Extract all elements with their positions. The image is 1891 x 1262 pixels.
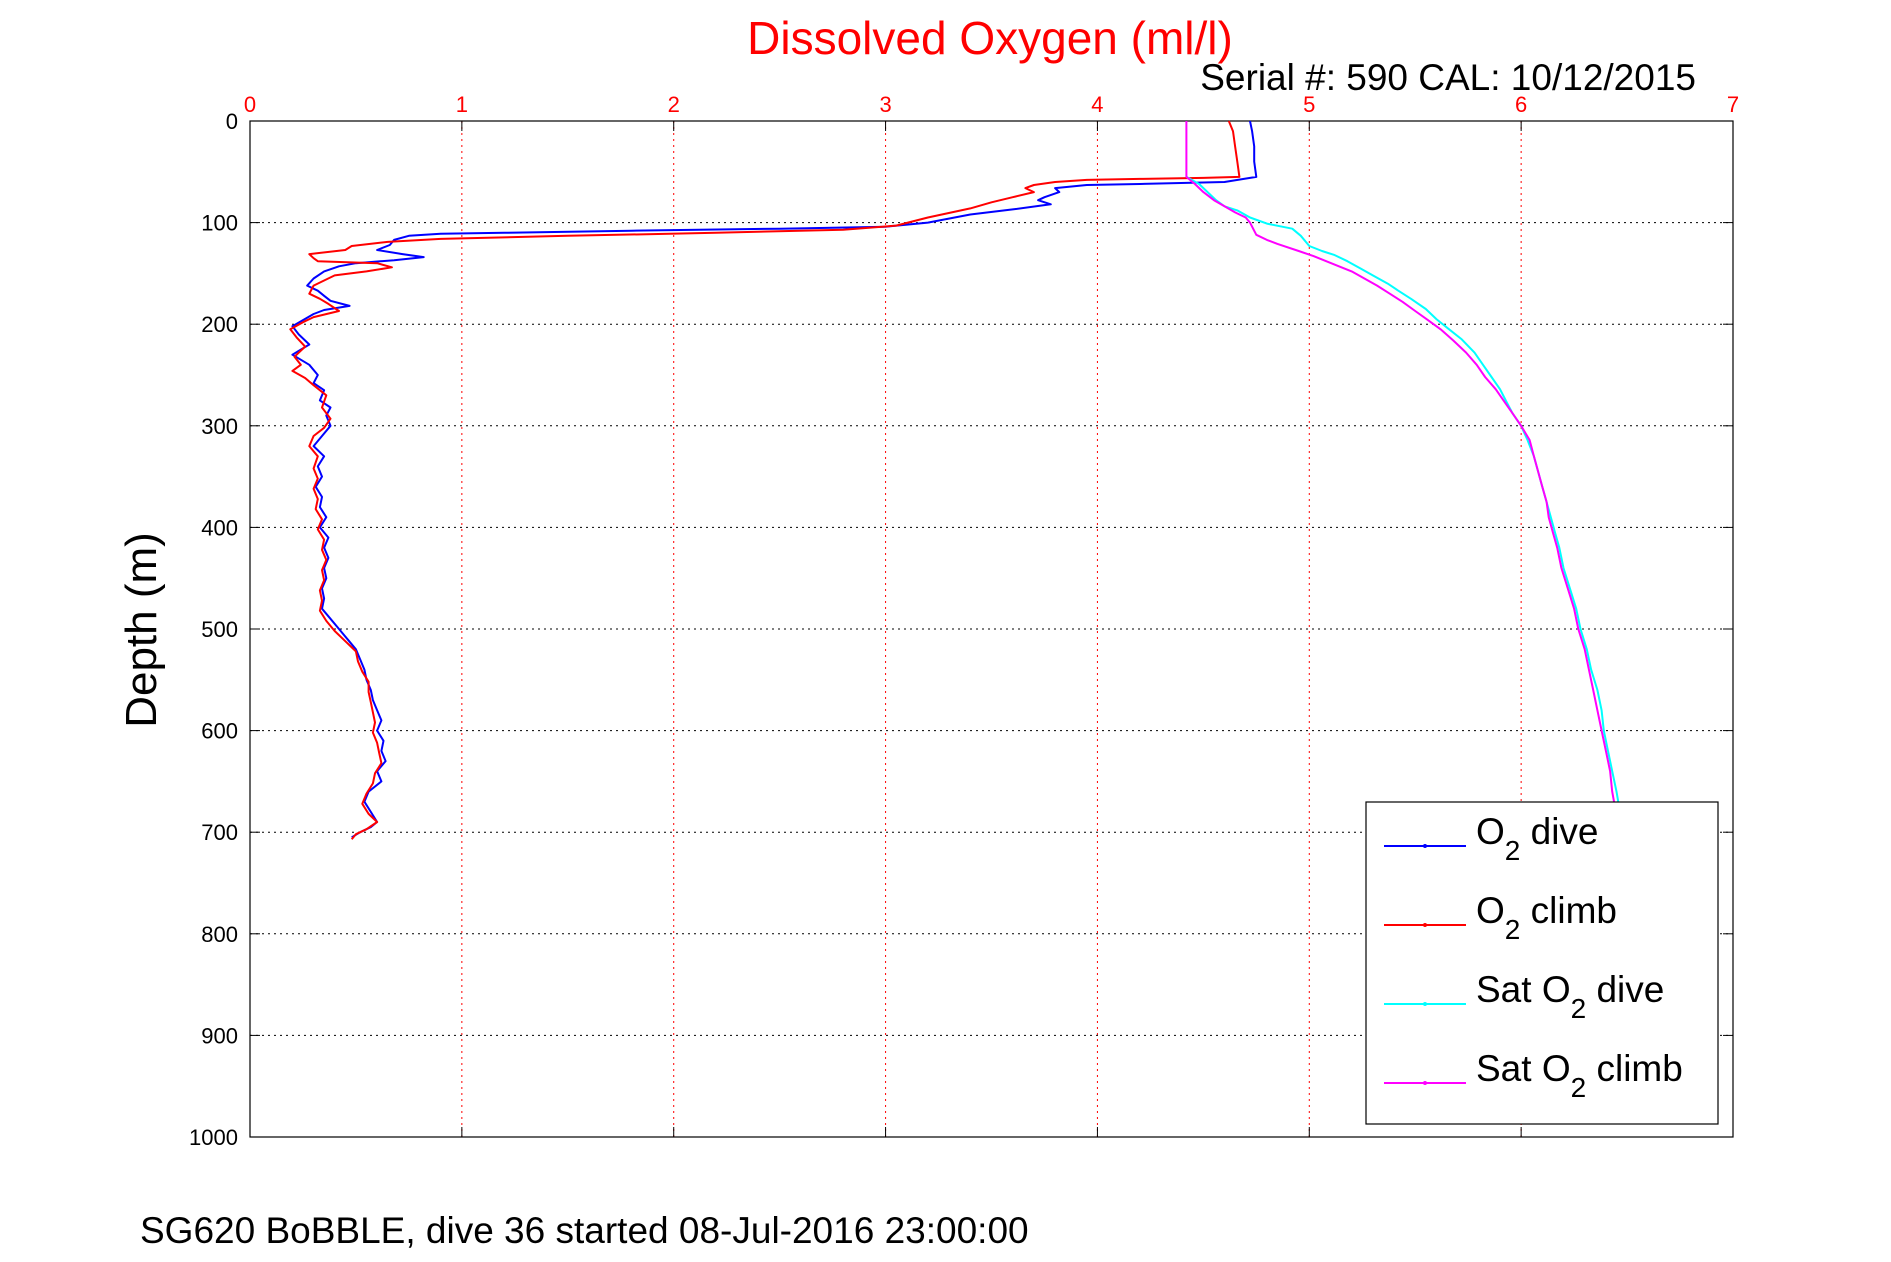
- x-tick-label: 0: [244, 92, 256, 117]
- legend-label: Sat O2 dive: [1476, 969, 1664, 1024]
- x-tick-label: 7: [1727, 92, 1739, 117]
- x-tick-label: 3: [879, 92, 891, 117]
- legend-marker: [1423, 1002, 1427, 1006]
- y-tick-label: 800: [201, 922, 238, 947]
- y-tick-label: 300: [201, 414, 238, 439]
- y-tick-label: 900: [201, 1023, 238, 1048]
- y-axis-label: Depth (m): [117, 532, 166, 728]
- x-tick-label: 6: [1515, 92, 1527, 117]
- x-tick-label: 5: [1303, 92, 1315, 117]
- series-line-4: [1185, 121, 1616, 804]
- x-tick-label: 2: [668, 92, 680, 117]
- legend-label: O2 dive: [1476, 811, 1599, 866]
- x-tick-label: 1: [456, 92, 468, 117]
- series-line-3: [1185, 176, 1620, 804]
- legend-label: Sat O2 climb: [1476, 1048, 1683, 1103]
- series-layer: [289, 120, 1620, 840]
- series-line-2: [289, 120, 1241, 840]
- legend-marker: [1423, 1081, 1427, 1085]
- y-tick-label: 400: [201, 515, 238, 540]
- chart-title: Dissolved Oxygen (ml/l): [747, 12, 1233, 64]
- legend-box: [1365, 801, 1719, 1125]
- legend-marker: [1423, 844, 1427, 848]
- grid: [250, 121, 1733, 1137]
- y-tick-label: 200: [201, 312, 238, 337]
- y-tick-label: 600: [201, 719, 238, 744]
- y-tick-label: 1000: [189, 1125, 238, 1150]
- axis-ticks: 0 1 2 3 4 5 6 7 0 100 200 300 400 500 600 700 800 900 1000: [189, 92, 1739, 1150]
- legend-label: O2 climb: [1476, 890, 1617, 945]
- x-tick-label: 4: [1091, 92, 1103, 117]
- dive-info-footer: SG620 BoBBLE, dive 36 started 08-Jul-201…: [140, 1210, 1029, 1251]
- y-tick-label: 100: [201, 211, 238, 236]
- legend: O2 dive O2 climb Sat O2 dive Sat O2 climb: [1365, 801, 1719, 1125]
- legend-marker: [1423, 923, 1427, 927]
- series-line-1: [291, 120, 1258, 839]
- y-tick-label: 700: [201, 820, 238, 845]
- y-tick-label: 500: [201, 617, 238, 642]
- y-tick-label: 0: [226, 109, 238, 134]
- chart-subtitle: Serial #: 590 CAL: 10/12/2015: [1200, 57, 1696, 98]
